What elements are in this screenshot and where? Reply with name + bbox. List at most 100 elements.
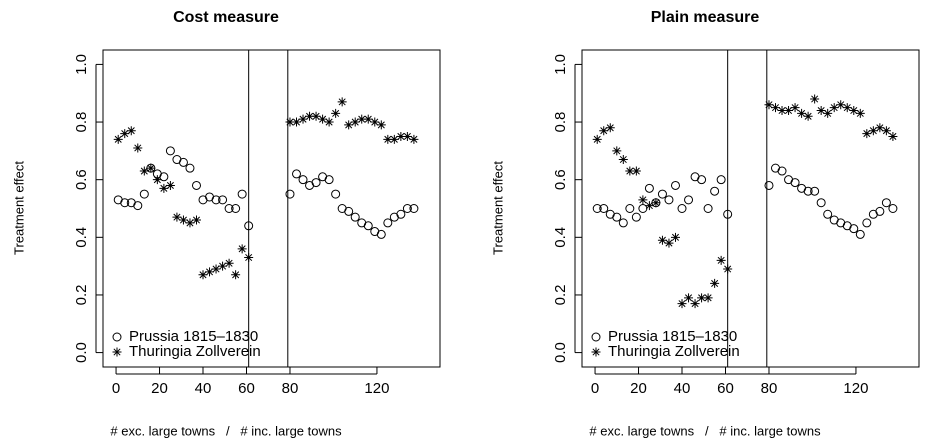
point-star xyxy=(224,258,234,268)
x-tick-label: 80 xyxy=(282,380,299,397)
point-circle xyxy=(383,218,393,228)
point-circle xyxy=(612,212,622,222)
y-axis-label: Treatment effect xyxy=(490,161,505,255)
point-circle xyxy=(409,204,419,213)
point-star xyxy=(383,134,393,144)
point-circle xyxy=(664,195,674,205)
chart-title: Plain measure xyxy=(651,9,760,26)
point-circle xyxy=(285,189,295,199)
point-circle xyxy=(723,209,733,219)
point-circle xyxy=(211,195,221,205)
point-circle xyxy=(849,224,859,234)
point-circle xyxy=(311,178,321,188)
point-circle xyxy=(888,204,898,213)
y-tick-label: 0.2 xyxy=(73,285,90,306)
point-star xyxy=(112,347,122,357)
point-circle xyxy=(875,206,885,216)
point-circle xyxy=(684,195,694,205)
point-circle xyxy=(112,332,122,342)
point-circle xyxy=(855,229,865,239)
point-circle xyxy=(790,178,800,188)
point-star xyxy=(113,134,123,144)
point-circle xyxy=(191,180,201,190)
point-circle xyxy=(363,221,373,231)
point-circle xyxy=(697,175,707,185)
point-star xyxy=(409,134,419,144)
x-tick-label: 120 xyxy=(364,380,389,397)
point-star xyxy=(370,117,380,127)
point-star xyxy=(402,131,412,141)
point-circle xyxy=(599,204,609,213)
point-star xyxy=(797,108,807,118)
point-star xyxy=(868,126,878,136)
point-star xyxy=(651,198,661,208)
point-star xyxy=(670,232,680,242)
point-star xyxy=(777,106,787,116)
point-circle xyxy=(644,183,654,193)
point-star xyxy=(139,166,149,176)
point-star xyxy=(703,293,713,303)
point-circle xyxy=(344,206,354,216)
point-star xyxy=(159,183,169,193)
legend-label: Thuringia Zollverein xyxy=(608,343,740,360)
point-star xyxy=(784,106,794,116)
x-tick-label: 80 xyxy=(761,380,778,397)
point-star xyxy=(836,100,846,110)
point-star xyxy=(285,117,295,127)
point-circle xyxy=(231,204,241,213)
chart-title: Cost measure xyxy=(173,9,279,26)
point-circle xyxy=(710,186,720,196)
point-circle xyxy=(657,189,667,199)
point-star xyxy=(126,126,136,136)
point-star xyxy=(881,126,891,136)
point-star xyxy=(198,270,208,280)
point-circle xyxy=(292,169,302,179)
point-star xyxy=(625,166,635,176)
point-star xyxy=(849,106,859,116)
point-circle xyxy=(591,332,601,342)
point-star xyxy=(191,215,201,225)
point-star xyxy=(888,131,898,141)
x-tick-label: 20 xyxy=(151,380,168,397)
point-circle xyxy=(823,209,833,219)
point-circle xyxy=(810,186,820,196)
point-star xyxy=(152,175,162,185)
point-star xyxy=(875,123,885,133)
point-star xyxy=(591,347,601,357)
point-star xyxy=(357,114,367,124)
point-star xyxy=(816,106,826,116)
point-circle xyxy=(237,189,247,199)
point-star xyxy=(605,123,615,133)
point-star xyxy=(657,235,667,245)
point-star xyxy=(697,293,707,303)
point-circle xyxy=(592,204,602,213)
point-circle xyxy=(185,163,195,173)
point-star xyxy=(337,97,347,107)
point-circle xyxy=(218,195,228,205)
point-star xyxy=(764,100,774,110)
y-tick-label: 0.6 xyxy=(73,169,90,190)
point-star xyxy=(237,244,247,254)
point-star xyxy=(855,108,865,118)
x-tick-label: 60 xyxy=(238,380,255,397)
point-circle xyxy=(298,175,308,185)
point-star xyxy=(592,134,602,144)
point-star xyxy=(298,114,308,124)
point-circle xyxy=(670,180,680,190)
y-tick-label: 0.0 xyxy=(552,342,569,363)
point-circle xyxy=(350,212,360,222)
x-axis-label: # exc. large towns / # inc. large towns xyxy=(110,423,342,438)
point-star xyxy=(638,195,648,205)
x-tick-label: 0 xyxy=(591,380,599,397)
x-tick-label: 40 xyxy=(195,380,212,397)
point-circle xyxy=(376,229,386,239)
x-tick-label: 0 xyxy=(112,380,120,397)
point-star xyxy=(810,94,820,104)
point-circle xyxy=(716,175,726,185)
point-circle xyxy=(178,157,188,167)
point-circle xyxy=(881,198,891,208)
plot-box xyxy=(102,49,441,368)
point-star xyxy=(165,180,175,190)
point-star xyxy=(185,218,195,228)
point-star xyxy=(178,215,188,225)
